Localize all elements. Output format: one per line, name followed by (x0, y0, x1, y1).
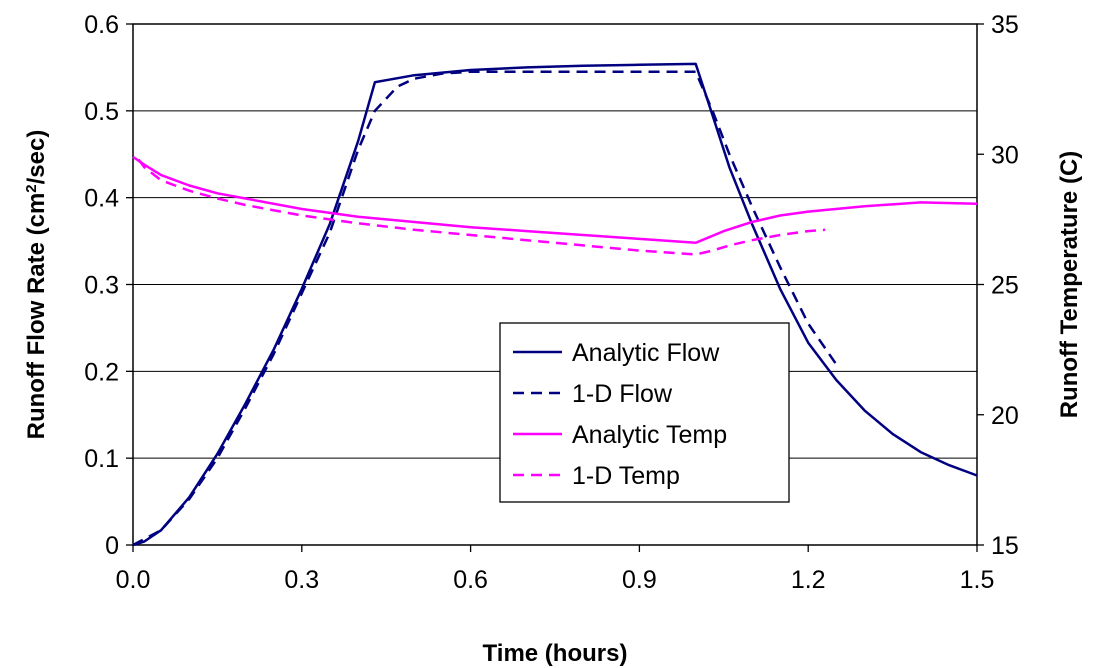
y-tick-label: 0.1 (84, 445, 119, 473)
y2-tick-label: 30 (991, 141, 1019, 169)
y2-tick-label: 25 (991, 272, 1019, 300)
series-line-1-d-temp (137, 158, 826, 256)
legend-label: 1-D Temp (572, 462, 680, 490)
series-line-analytic-flow (132, 62, 978, 547)
x-axis-ticks: 0.0 0.3 0.6 0.9 1.2 1.5 (116, 545, 995, 594)
legend-label: Analytic Flow (572, 339, 720, 367)
y-axis-title: Runoff Flow Rate (cm2/sec) (23, 130, 51, 440)
y-axis-title-unit: /sec) (23, 130, 50, 185)
x-tick-label: 0.6 (453, 566, 488, 594)
y-tick-label: 0.3 (84, 272, 119, 300)
x-tick-label: 0.0 (116, 566, 151, 594)
series-line-1-d-flow (132, 70, 838, 547)
x-axis-title: Time (hours) (483, 640, 628, 667)
y-axis-title-superscript: 2 (23, 184, 40, 192)
y2-tick-label: 20 (991, 402, 1019, 430)
y-tick-label: 0.5 (84, 98, 119, 126)
y-tick-label: 0.6 (84, 11, 119, 39)
y-tick-label: 0.4 (84, 185, 119, 213)
x-tick-label: 1.5 (960, 566, 995, 594)
x-tick-label: 0.3 (284, 566, 319, 594)
legend-label: Analytic Temp (572, 421, 727, 449)
legend: Analytic Flow 1-D Flow Analytic Temp 1-D Te… (499, 322, 790, 503)
x-tick-label: 1.2 (791, 566, 826, 594)
series-line-analytic-temp (132, 155, 978, 245)
y-axis-title-main: Runoff Flow Rate (cm (23, 193, 50, 440)
series-layer (132, 62, 978, 547)
x-tick-label: 0.9 (622, 566, 657, 594)
legend-label: 1-D Flow (572, 380, 673, 408)
y2-tick-label: 15 (991, 532, 1019, 560)
left-axis-ticks: 0 0.1 0.2 0.3 0.4 0.5 0.6 (84, 11, 133, 560)
y-tick-label: 0 (105, 532, 119, 560)
right-axis-ticks: 15 20 25 30 35 (977, 11, 1019, 560)
y-tick-label: 0.2 (84, 358, 119, 386)
y2-axis-title: Runoff Temperature (C) (1056, 151, 1083, 419)
y2-tick-label: 35 (991, 11, 1019, 39)
